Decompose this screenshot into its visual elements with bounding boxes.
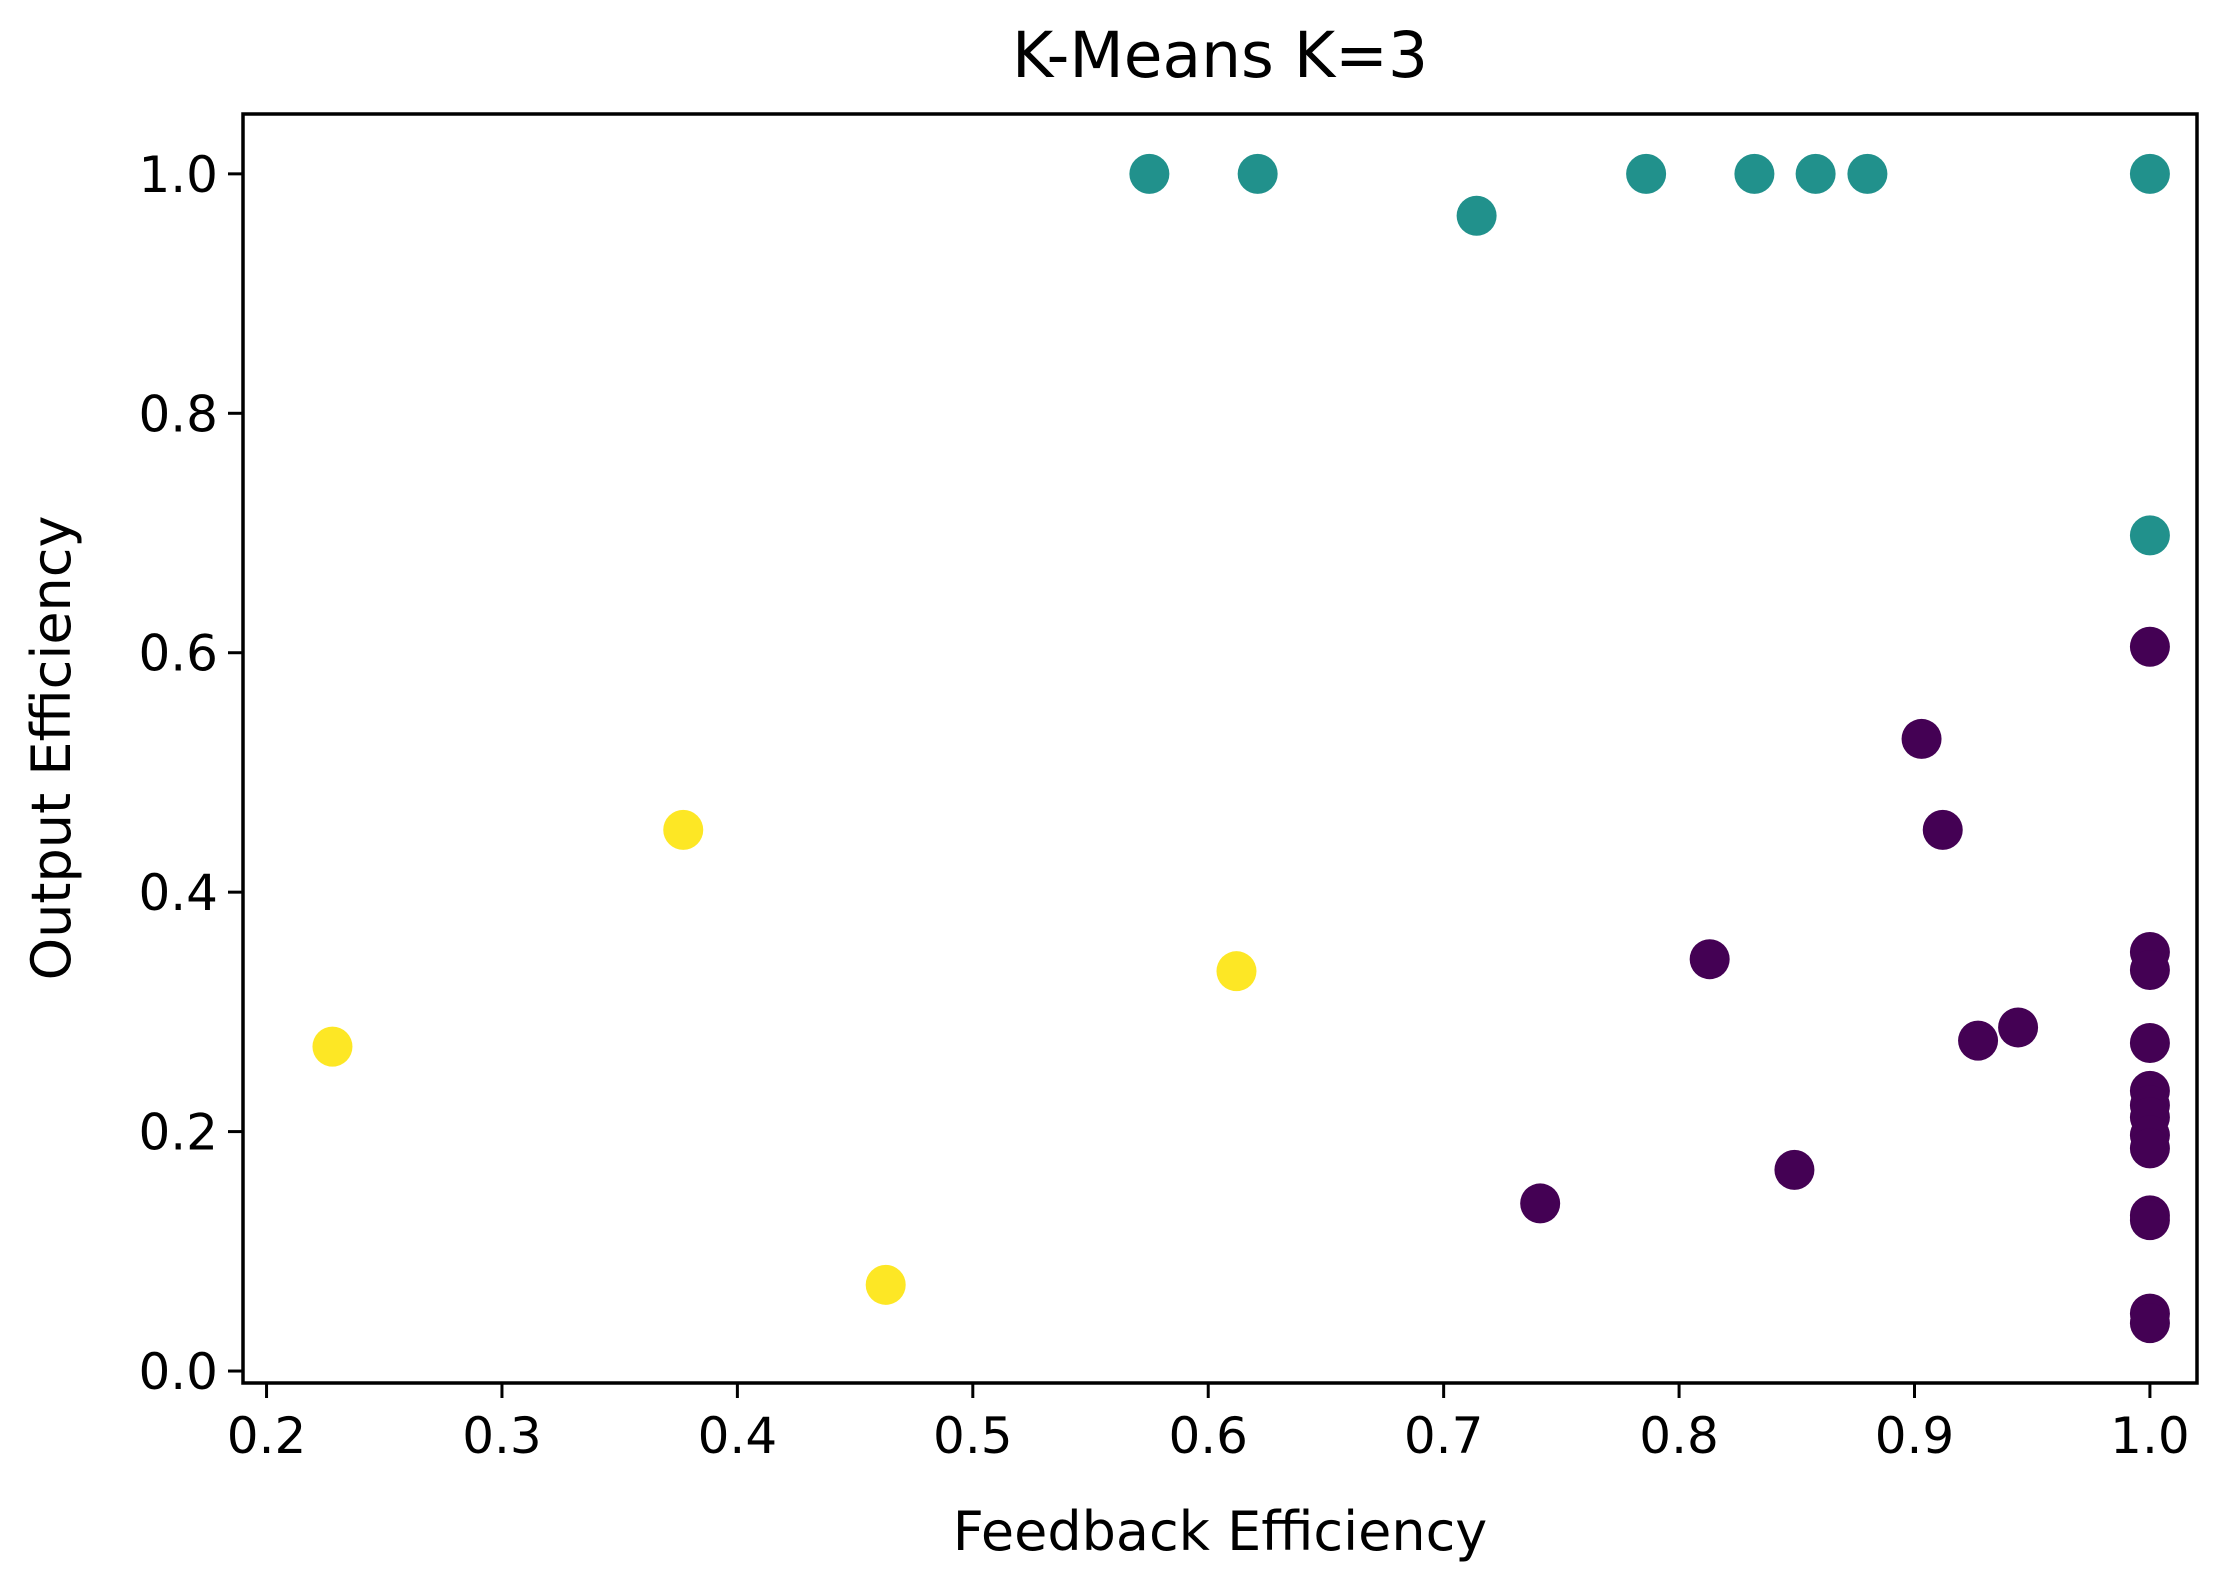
data-point: [1237, 153, 1278, 194]
x-tick-label: 0.2: [227, 1407, 307, 1465]
data-point: [865, 1264, 906, 1305]
x-tick-label: 1.0: [2110, 1407, 2190, 1465]
x-axis: 0.2 0.3 0.4 0.5 0.6 0.7 0.8 0.9 1.0: [227, 1383, 2190, 1465]
data-point: [2129, 153, 2170, 194]
x-tick-label: 0.4: [698, 1407, 778, 1465]
x-axis-label: Feedback Efficiency: [953, 1500, 1487, 1563]
data-point: [2129, 1128, 2170, 1169]
x-tick-label: 0.5: [933, 1407, 1013, 1465]
data-point: [1795, 153, 1836, 194]
chart-title: K-Means K=3: [1012, 19, 1428, 92]
data-point: [1922, 809, 1963, 850]
y-tick-label: 0.8: [138, 385, 218, 443]
cluster-1-series: [1129, 153, 2170, 556]
y-tick-label: 1.0: [138, 146, 218, 204]
y-axis: 0.0 0.2 0.4 0.6 0.8 1.0: [138, 146, 243, 1401]
points-layer: [312, 153, 2170, 1344]
data-point: [1734, 153, 1775, 194]
y-axis-label: Output Efficiency: [20, 516, 83, 981]
plot-frame: [241, 112, 2199, 1385]
data-point: [2129, 515, 2170, 556]
y-tick-label: 0.0: [138, 1343, 218, 1401]
data-point: [2129, 949, 2170, 990]
cluster-2-series: [312, 809, 1257, 1305]
y-tick-label: 0.2: [138, 1104, 218, 1162]
y-tick-label: 0.4: [138, 864, 218, 922]
x-tick-label: 0.3: [462, 1407, 542, 1465]
cluster-0-series: [1520, 626, 2170, 1344]
data-point: [1626, 153, 1667, 194]
data-point: [1901, 718, 1942, 759]
data-point: [1689, 939, 1730, 980]
data-point: [1958, 1020, 1999, 1061]
data-point: [1847, 153, 1888, 194]
data-point: [663, 809, 704, 850]
y-tick-label: 0.6: [138, 625, 218, 683]
data-point: [1998, 1007, 2039, 1048]
data-point: [1774, 1149, 1815, 1190]
data-point: [2129, 1023, 2170, 1064]
x-tick-label: 0.9: [1875, 1407, 1955, 1465]
data-point: [1129, 153, 1170, 194]
x-tick-label: 0.7: [1404, 1407, 1484, 1465]
data-point: [2129, 1200, 2170, 1241]
data-point: [312, 1026, 353, 1067]
data-point: [1456, 195, 1497, 236]
x-tick-label: 0.6: [1168, 1407, 1248, 1465]
data-point: [2129, 1303, 2170, 1344]
x-tick-label: 0.8: [1639, 1407, 1719, 1465]
data-point: [1520, 1183, 1561, 1224]
data-point: [1216, 951, 1257, 992]
data-point: [2129, 626, 2170, 667]
